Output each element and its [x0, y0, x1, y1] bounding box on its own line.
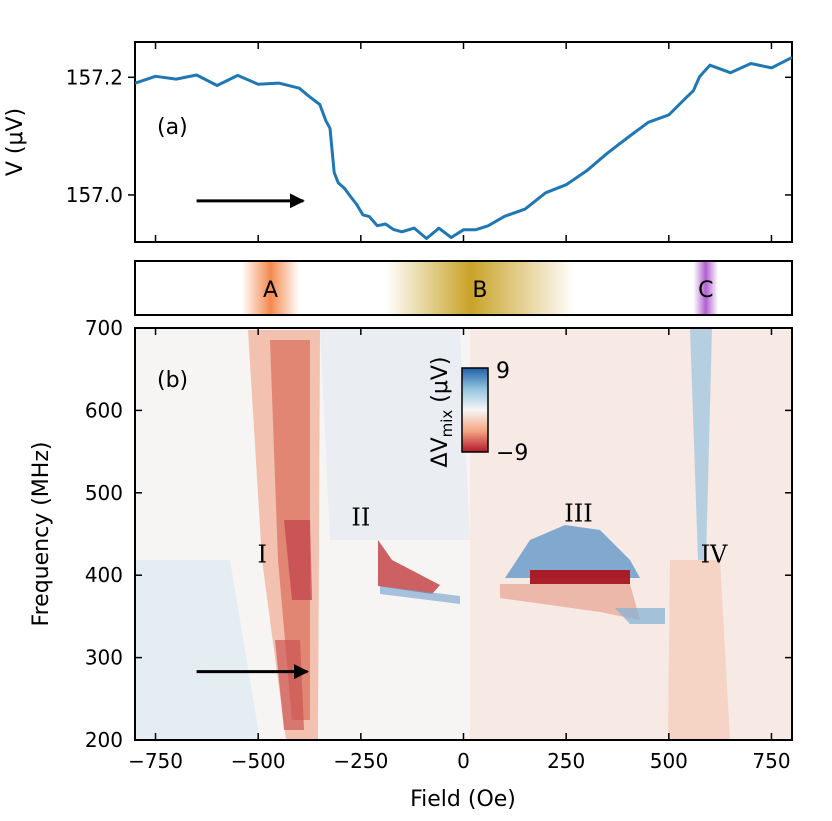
panel-b-y-tick-label: 200 [85, 728, 123, 752]
region-b-band [385, 262, 575, 314]
mode-label-i: I [258, 541, 267, 569]
colorbar-title: ΔVmix (μV) [428, 357, 456, 468]
heatmap-bg-blue-mid [320, 328, 470, 540]
panel-a: 157.0 157.2 (a) V (μV) [3, 41, 793, 243]
region-bar: A B C [134, 260, 793, 316]
panel-b-label: (b) [157, 368, 188, 393]
panel-b-x-tick-label: 750 [752, 749, 790, 773]
colorbar-min-label: −9 [496, 441, 528, 466]
colorbar-gradient [461, 367, 489, 453]
panel-b-x-axis-title: Field (Oe) [410, 787, 516, 812]
mode-iii-red-lower [500, 584, 640, 620]
panel-b-y-tick-label: 600 [85, 398, 123, 422]
mode-i-band-peak [284, 520, 312, 600]
mode-iv-red-region [668, 560, 730, 740]
mode-iii-blue-dome [505, 525, 640, 578]
panel-b-x-tick-label: −250 [333, 749, 388, 773]
panel-b-x-tick-label: 500 [650, 749, 688, 773]
panel-b-x-tick-label: 250 [547, 749, 585, 773]
panel-a-label: (a) [157, 115, 188, 140]
heatmap-bg-blue-left [135, 560, 260, 740]
mode-iv-blue-line [690, 328, 712, 560]
region-a-band [241, 262, 300, 314]
panel-a-y-axis-title: V (μV) [3, 108, 28, 176]
mode-label-ii: II [351, 504, 370, 532]
mode-ii-blue [380, 586, 460, 604]
panel-b-y-axis-title: Frequency (MHz) [29, 442, 54, 627]
panel-b: −750 −500 −250 0 250 500 750 200 300 400 500 600 70… [29, 316, 793, 812]
heatmap-bg-red-right [470, 330, 792, 740]
panel-b-y-tick-label: 400 [85, 563, 123, 587]
region-c-label: C [698, 278, 713, 303]
panel-b-y-tick-label: 500 [85, 481, 123, 505]
mode-iii-blue-lower [615, 608, 665, 624]
colorbar-title-sub: mix [438, 410, 456, 438]
region-a-label: A [263, 278, 278, 303]
region-b-label: B [472, 278, 487, 303]
mode-i-tail [275, 640, 304, 730]
panel-a-y-tick-label: 157.0 [66, 183, 123, 207]
panel-a-x-ticks [154, 42, 773, 242]
panel-b-x-tick-label: −750 [128, 749, 183, 773]
panel-b-x-tick-label: −500 [231, 749, 286, 773]
colorbar-title-unit: (μV) [428, 357, 453, 410]
colorbar: 9 −9 ΔVmix (μV) [428, 357, 528, 468]
panel-b-y-tick-label: 700 [85, 316, 123, 340]
panel-a-frame [134, 41, 793, 243]
mode-iii-red-line [530, 570, 630, 584]
mode-ii-feature [378, 540, 440, 594]
colorbar-max-label: 9 [496, 359, 510, 384]
voltage-line [135, 56, 792, 240]
colorbar-title-main: ΔV [428, 437, 453, 467]
panel-b-y-ticks: 200 300 400 500 600 700 [85, 316, 792, 752]
heatmap [135, 328, 792, 740]
panel-b-x-ticks: −750 −500 −250 0 250 500 750 [128, 328, 791, 773]
panel-b-y-tick-label: 300 [85, 646, 123, 670]
mode-label-iv: IV [701, 541, 728, 569]
panel-a-y-tick-label: 157.2 [66, 65, 123, 89]
region-c-band [693, 262, 719, 314]
mode-label-iii: III [564, 499, 592, 527]
panel-a-y-ticks: 157.0 157.2 [66, 65, 792, 207]
panel-b-x-tick-label: 0 [457, 749, 470, 773]
